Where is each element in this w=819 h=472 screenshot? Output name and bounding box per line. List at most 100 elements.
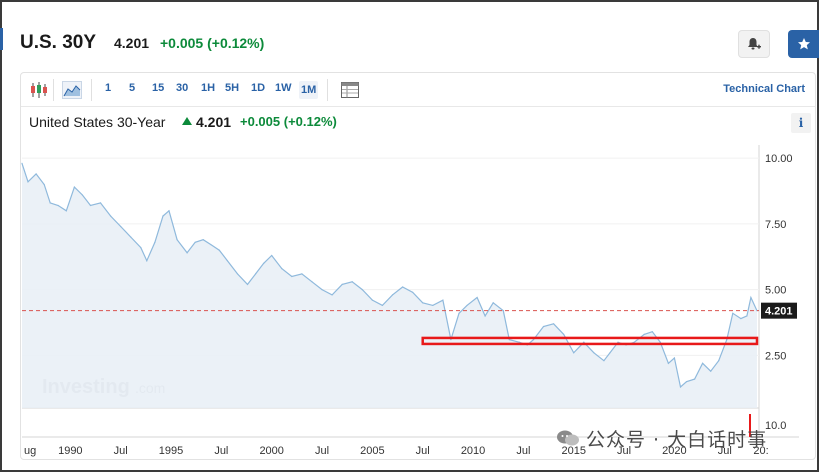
data-point — [442, 299, 444, 301]
data-point — [492, 302, 494, 304]
data-point — [553, 323, 555, 325]
data-point — [130, 236, 132, 238]
instrument-price: 4.201 — [114, 35, 150, 51]
data-point — [57, 204, 59, 207]
highlight-rectangle — [421, 336, 759, 346]
data-point — [422, 302, 424, 304]
chart-instrument-name: United States 30-Year — [29, 114, 166, 130]
data-point — [162, 215, 164, 217]
y-tick-label: 2.50 — [765, 350, 786, 362]
interval-1m[interactable]: 1M — [299, 81, 319, 99]
data-point — [341, 283, 343, 285]
data-point — [458, 312, 460, 314]
x-tick-label: Jul — [516, 445, 530, 457]
toolbar-separator — [327, 79, 328, 101]
interval-1h[interactable]: 1H — [201, 82, 216, 94]
data-point — [361, 289, 363, 291]
data-point — [301, 273, 303, 275]
x-tick-label: 2020 — [662, 445, 686, 457]
data-point — [210, 244, 212, 246]
data-point — [593, 352, 595, 354]
data-point — [89, 204, 92, 207]
data-point — [518, 341, 520, 343]
x-tick-label: ug — [24, 445, 36, 457]
data-point — [281, 268, 283, 270]
data-point — [110, 215, 112, 217]
data-point — [667, 362, 669, 364]
y-tick-label: 7.50 — [765, 219, 786, 231]
data-point — [401, 286, 404, 288]
data-point — [263, 262, 265, 264]
data-point — [432, 304, 434, 307]
data-point — [583, 341, 585, 343]
data-point — [740, 317, 742, 320]
star-icon — [797, 38, 810, 50]
header-accent-bar — [0, 28, 3, 50]
overlay-layer: 4.201 — [22, 302, 797, 437]
x-tick-label: 2015 — [562, 445, 586, 457]
data-point — [617, 341, 619, 343]
interval-1w[interactable]: 1W — [275, 82, 292, 94]
data-point — [573, 352, 575, 354]
data-point — [202, 239, 204, 241]
data-point — [176, 239, 178, 241]
chart-change: +0.005 (+0.12%) — [240, 114, 337, 129]
data-point — [643, 333, 645, 335]
data-point — [65, 210, 67, 212]
interval-30[interactable]: 30 — [176, 82, 189, 94]
data-point — [291, 275, 293, 278]
technical-chart-link[interactable]: Technical Chart — [723, 83, 805, 95]
data-point — [476, 296, 478, 299]
data-point — [633, 341, 635, 343]
data-point — [710, 370, 712, 372]
instrument-symbol: U.S. 30Y — [20, 32, 97, 53]
data-point — [466, 304, 468, 307]
x-tick-label: 1995 — [159, 445, 183, 457]
chart-change-pct: (+0.12%) — [283, 114, 337, 129]
info-button[interactable]: i — [791, 113, 811, 133]
data-point — [412, 291, 414, 293]
interval-1d[interactable]: 1D — [251, 82, 266, 94]
data-point — [702, 362, 704, 364]
series-area — [22, 163, 757, 408]
data-point — [685, 381, 688, 383]
data-point — [49, 202, 51, 204]
data-point — [218, 249, 220, 251]
data-point — [186, 252, 188, 254]
chart-toolbar: 1 5 15 30 1H 5H 1D 1W 1M Technical Chart — [21, 73, 815, 107]
table-icon[interactable] — [340, 81, 360, 99]
interval-1[interactable]: 1 — [105, 82, 112, 94]
current-price-tag — [761, 302, 797, 319]
x-tick-label: 2010 — [461, 445, 485, 457]
data-point — [226, 260, 228, 262]
create-alert-button[interactable] — [738, 30, 770, 58]
data-point — [331, 294, 333, 296]
x-tick-label: 1990 — [58, 445, 82, 457]
data-point — [609, 352, 611, 354]
data-point — [35, 173, 37, 175]
y-tick-label: 5.00 — [765, 285, 786, 297]
interval-5h[interactable]: 5H — [225, 82, 240, 94]
x-tick-label: Jul — [718, 445, 732, 457]
x-tick-label: Jul — [114, 445, 128, 457]
x-tick-label: Jul — [315, 445, 329, 457]
data-point — [502, 310, 504, 312]
y-axis: 10.00 7.50 5.00 2.50 10.0 — [765, 153, 793, 432]
data-point — [27, 181, 29, 183]
area-chart-icon[interactable] — [62, 81, 82, 99]
data-point — [120, 225, 122, 228]
add-to-watchlist-button[interactable] — [788, 30, 819, 58]
data-point — [311, 281, 313, 283]
candlestick-icon[interactable] — [29, 81, 49, 99]
instrument-change: +0.005 (+0.12%) — [160, 35, 265, 51]
data-point — [140, 246, 142, 249]
data-point — [450, 339, 452, 341]
data-point — [542, 325, 545, 328]
interval-5[interactable]: 5 — [129, 82, 136, 94]
data-point — [154, 241, 156, 243]
chart-price: 4.201 — [196, 114, 232, 130]
instrument-header: U.S. 30Y 4.201 +0.005 (+0.12%) — [0, 28, 819, 62]
interval-15[interactable]: 15 — [152, 82, 165, 94]
x-tick-label: Jul — [416, 445, 430, 457]
